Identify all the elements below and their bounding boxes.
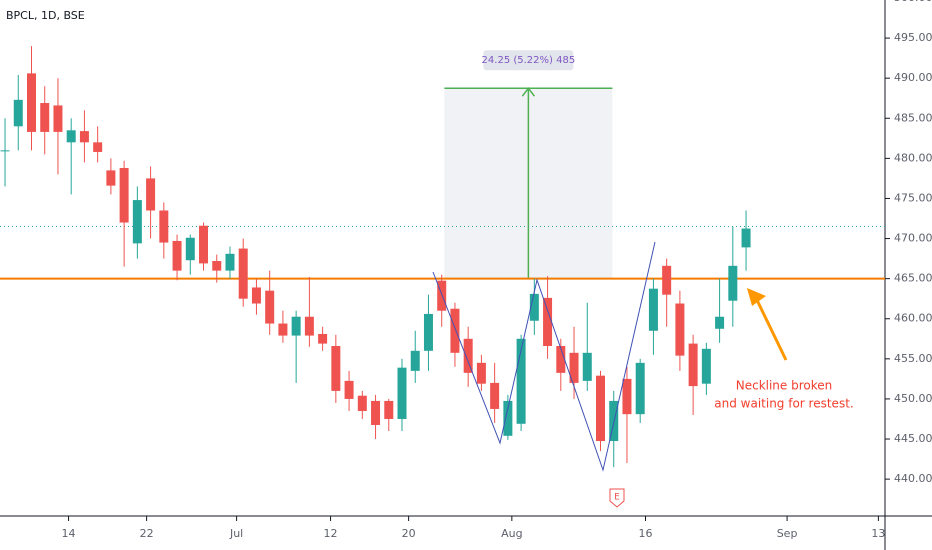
measure-label: 24.25 (5.22%) 485 [482, 55, 576, 66]
annotation-arrow [754, 297, 788, 361]
candle-body [53, 105, 63, 132]
candle-body [291, 316, 301, 336]
candle-body [556, 346, 566, 373]
x-tick-label: 20 [402, 527, 416, 540]
x-tick-label: Aug [501, 527, 522, 540]
y-tick-label: 455.00 [894, 352, 932, 365]
candle-body [278, 323, 288, 336]
candle-body [741, 228, 751, 248]
candle-body [26, 73, 36, 132]
x-tick-label: 12 [324, 527, 338, 540]
candle-body [635, 362, 645, 415]
candle-body [648, 288, 658, 331]
measure-arrowhead [521, 86, 535, 97]
candle-body [715, 316, 725, 329]
candle-body [543, 297, 553, 347]
candle-body [265, 290, 275, 324]
candle-body [423, 313, 433, 351]
annotation: and waiting for restest. [714, 397, 853, 411]
y-tick-label: 470.00 [894, 232, 932, 245]
y-tick-label: 500.00 [894, 0, 932, 4]
y-tick-label: 465.00 [894, 272, 932, 285]
candle-body [371, 400, 381, 425]
candle-body [384, 400, 394, 419]
x-tick-label: Sep [777, 527, 798, 540]
candle-body [199, 225, 209, 264]
candle-body [529, 293, 539, 321]
candle-body [688, 343, 698, 387]
candle-body [13, 99, 23, 127]
x-tick-label: 22 [140, 527, 154, 540]
candle-body [662, 265, 672, 295]
candle-body [225, 253, 235, 271]
candle-body [79, 131, 89, 143]
candle-body [0, 150, 10, 152]
candle-body [318, 333, 328, 344]
candle-body [582, 352, 592, 381]
y-tick-label: 460.00 [894, 312, 932, 325]
candle-body [410, 350, 420, 371]
marker-shape [609, 488, 625, 508]
candle-body [437, 280, 447, 311]
candle-body [516, 338, 526, 424]
annotation-arrowhead [747, 288, 766, 306]
y-tick-label: 450.00 [894, 392, 932, 405]
candle-body [344, 380, 354, 399]
candle-body [490, 382, 500, 409]
candle-body [450, 308, 460, 353]
candle-body [251, 287, 261, 304]
candle-body [146, 178, 156, 211]
y-tick-label: 440.00 [894, 472, 932, 485]
candle-body [159, 210, 169, 243]
candle-body [569, 352, 579, 383]
y-tick-label: 490.00 [894, 71, 932, 84]
y-tick-label: 485.00 [894, 111, 932, 124]
candle-body [675, 303, 685, 356]
candle-body [595, 375, 605, 442]
candle-body [701, 348, 711, 384]
candle-body [728, 265, 738, 301]
y-tick-label: 495.00 [894, 31, 932, 44]
candle-body [93, 142, 103, 152]
pattern-line [432, 241, 656, 472]
x-tick-label: 13 [871, 527, 885, 540]
candle-body [476, 362, 486, 384]
x-tick-label: Jul [229, 527, 243, 540]
candle-body [238, 248, 248, 299]
candle-body [212, 261, 222, 271]
candle-body [66, 130, 76, 143]
candle-body [304, 316, 314, 336]
candle-body [40, 103, 50, 132]
candle-body [185, 237, 195, 261]
candle-body [119, 167, 129, 223]
annotation: Neckline broken [736, 379, 833, 393]
marker-label: E [614, 493, 620, 503]
y-tick-label: 475.00 [894, 191, 932, 204]
candle-body [106, 170, 116, 186]
x-tick-label: 14 [62, 527, 76, 540]
measure-label-box [483, 50, 574, 71]
x-tick-label: 16 [638, 527, 652, 540]
y-tick-label: 480.00 [894, 151, 932, 164]
candle-body [132, 200, 142, 244]
candle-body [172, 240, 182, 271]
candle-body [463, 338, 473, 373]
chart-title: BPCL, 1D, BSE [6, 9, 85, 22]
y-tick-label: 445.00 [894, 432, 932, 445]
candle-body [331, 346, 341, 391]
candle-body [503, 400, 513, 436]
candle-body [622, 378, 632, 415]
candle-body [397, 367, 407, 419]
candle-body [357, 395, 367, 411]
